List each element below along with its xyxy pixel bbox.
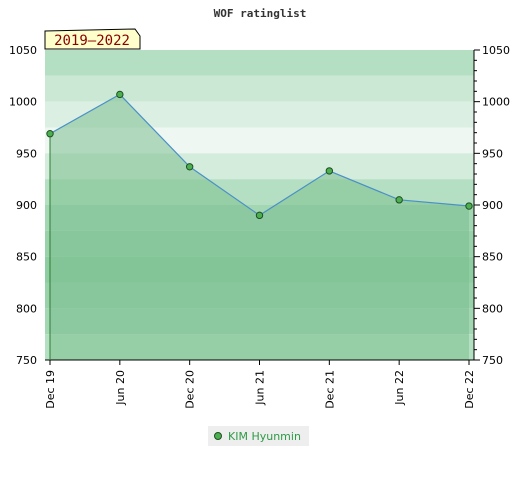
y-tick-label-right: 1000 (482, 96, 510, 109)
x-tick-label: Dec 21 (323, 370, 336, 409)
chart-title: WOF ratinglist (214, 7, 307, 20)
x-tick-label: Dec 22 (463, 370, 476, 409)
y-tick-label-right: 750 (482, 354, 503, 367)
x-axis: Dec 19 Jun 20 Dec 20 Jun 21 Dec 21 Jun 22 Dec … (44, 359, 476, 409)
data-point (465, 202, 473, 210)
y-tick-label-right: 850 (482, 251, 503, 264)
data-points (46, 90, 473, 360)
legend: KIM Hyunmin (208, 426, 309, 446)
x-tick-label: Jun 20 (114, 370, 127, 406)
data-point (395, 196, 403, 204)
period-badge-text: 2019–2022 (54, 33, 130, 49)
y-tick-label-left: 900 (16, 199, 37, 212)
period-badge: 2019–2022 (44, 28, 141, 50)
y-tick-label-right: 1050 (482, 44, 510, 57)
data-point (185, 163, 194, 171)
legend-label: KIM Hyunmin (228, 429, 301, 443)
x-tick-label: Jun 21 (254, 370, 267, 406)
y-tick-label-left: 1000 (9, 96, 37, 109)
left-y-axis: 750 800 850 900 950 1000 1050 (9, 44, 37, 367)
period-badge-shape (44, 28, 141, 50)
y-tick-label-left: 750 (16, 354, 37, 367)
x-tick-label: Jun 22 (393, 370, 406, 406)
legend-marker-icon (214, 432, 222, 440)
series-area (50, 94, 469, 361)
y-tick-label-left: 1050 (9, 44, 37, 57)
x-tick-label: Dec 19 (44, 370, 57, 409)
y-tick-label-right: 800 (482, 302, 503, 315)
background-band (45, 75, 474, 102)
y-tick-label-right: 900 (482, 199, 503, 212)
y-tick-label-right: 950 (482, 147, 503, 160)
background-band (45, 50, 474, 76)
y-tick-label-left: 800 (16, 302, 37, 315)
data-point (46, 130, 54, 138)
data-point (325, 167, 334, 175)
x-tick-label: Dec 20 (184, 370, 197, 409)
y-tick-label-left: 950 (16, 147, 37, 160)
data-point (116, 90, 124, 99)
y-tick-label-left: 850 (16, 251, 37, 264)
data-point (255, 211, 264, 220)
right-y-axis: 750 800 850 900 950 1000 1050 (473, 44, 510, 367)
